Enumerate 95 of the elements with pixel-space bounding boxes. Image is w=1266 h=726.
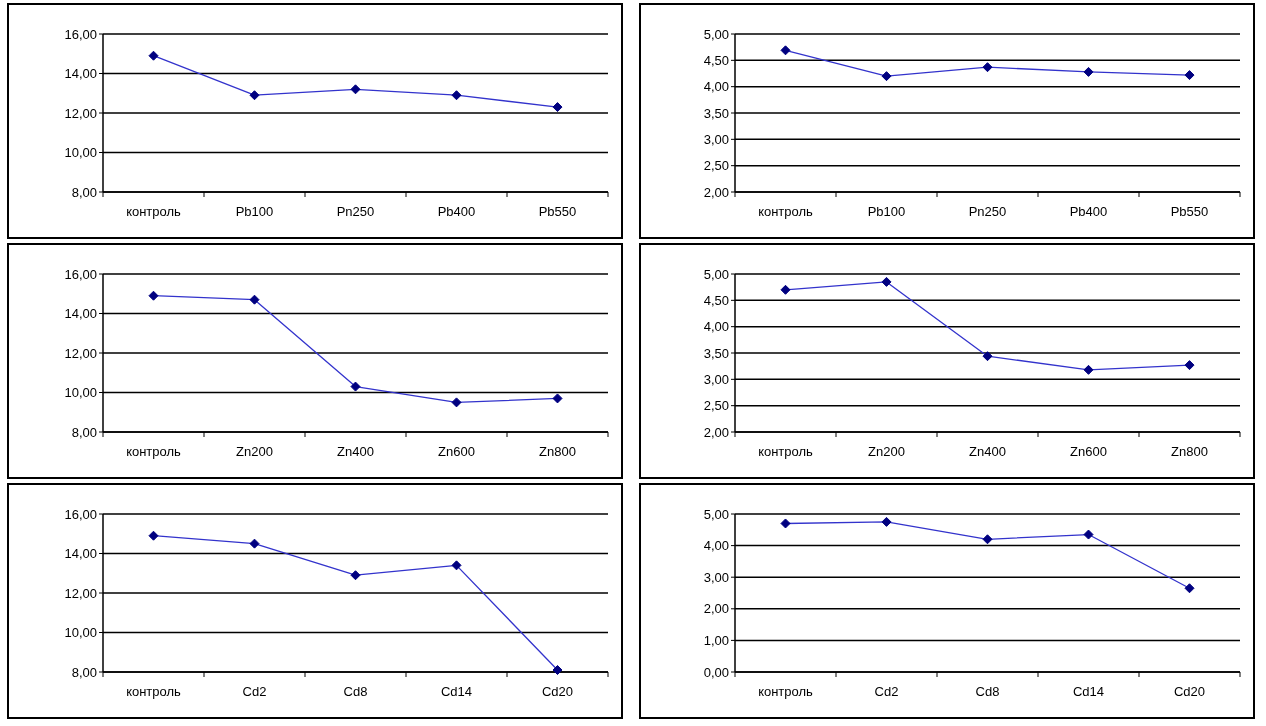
y-tick-label: 8,00: [71, 424, 97, 440]
point: [881, 516, 892, 527]
point: [1083, 364, 1094, 375]
x-tick-label: Pn250: [336, 204, 375, 219]
y-tick-label: 10,00: [64, 625, 97, 641]
point: [881, 276, 892, 287]
point: [552, 393, 563, 404]
y-tick-label: 4,00: [703, 79, 729, 95]
x-tick-label: Pb400: [1069, 204, 1108, 219]
x-tick-label: контроль: [126, 204, 182, 219]
x-tick-label: Pb550: [538, 204, 577, 219]
x-tick-label: Zn400: [337, 444, 374, 459]
point: [552, 102, 563, 113]
y-tick-label: 12,00: [64, 585, 97, 601]
x-tick-label: Pb100: [235, 204, 274, 219]
x-tick-label: Cd2: [874, 684, 899, 699]
x-tick-label: Cd14: [1072, 684, 1105, 699]
x-tick-label: контроль: [758, 204, 814, 219]
y-tick-label: 12,00: [64, 105, 97, 121]
y-tick-label: 3,00: [703, 569, 729, 585]
y-tick-label: 16,00: [64, 506, 97, 522]
y-tick-label: 2,00: [703, 184, 729, 200]
x-tick-label: Cd20: [1173, 684, 1206, 699]
point: [780, 284, 791, 295]
point: [1184, 70, 1195, 81]
point: [249, 538, 260, 549]
y-tick-label: 0,00: [703, 664, 729, 680]
x-tick-label: Cd20: [541, 684, 574, 699]
y-tick-label: 2,50: [703, 158, 729, 174]
x-tick-label: Pb100: [867, 204, 906, 219]
y-tick-label: 14,00: [64, 546, 97, 562]
y-tick-label: 3,00: [703, 131, 729, 147]
x-tick-label: Zn600: [1070, 444, 1107, 459]
point: [881, 71, 892, 82]
y-tick-label: 10,00: [64, 145, 97, 161]
y-tick-label: 8,00: [71, 664, 97, 680]
y-tick-label: 4,00: [703, 319, 729, 335]
x-tick-label: контроль: [758, 684, 814, 699]
x-tick-label: контроль: [126, 684, 182, 699]
point: [780, 518, 791, 529]
y-tick-label: 3,00: [703, 371, 729, 387]
point: [451, 397, 462, 408]
y-tick-label: 12,00: [64, 345, 97, 361]
y-tick-label: 16,00: [64, 26, 97, 42]
x-tick-label: Cd8: [975, 684, 1000, 699]
x-tick-label: Zn800: [539, 444, 576, 459]
point: [1184, 360, 1195, 371]
point: [451, 560, 462, 571]
y-tick-label: 4,50: [703, 52, 729, 68]
y-tick-label: 1,00: [703, 632, 729, 648]
y-tick-label: 5,00: [703, 506, 729, 522]
x-tick-label: Zn600: [438, 444, 475, 459]
y-tick-label: 14,00: [64, 66, 97, 82]
y-tick-label: 4,50: [703, 292, 729, 308]
point: [982, 534, 993, 545]
point: [780, 45, 791, 56]
x-tick-label: Cd14: [440, 684, 473, 699]
point: [249, 90, 260, 101]
x-tick-label: Cd2: [242, 684, 267, 699]
y-tick-label: 14,00: [64, 306, 97, 322]
point: [350, 570, 361, 581]
point: [350, 84, 361, 95]
point: [982, 351, 993, 362]
y-tick-label: 10,00: [64, 385, 97, 401]
y-tick-label: 2,00: [703, 424, 729, 440]
y-tick-label: 3,50: [703, 345, 729, 361]
x-tick-label: Pb400: [437, 204, 476, 219]
x-tick-label: Pn250: [968, 204, 1007, 219]
y-tick-label: 2,50: [703, 398, 729, 414]
x-tick-label: Pb550: [1170, 204, 1209, 219]
y-tick-label: 4,00: [703, 538, 729, 554]
y-tick-label: 3,50: [703, 105, 729, 121]
y-tick-label: 16,00: [64, 266, 97, 282]
point: [552, 665, 563, 676]
point: [148, 530, 159, 541]
y-tick-label: 2,00: [703, 601, 729, 617]
point: [1184, 583, 1195, 594]
point: [148, 290, 159, 301]
point: [249, 294, 260, 305]
point: [1083, 66, 1094, 77]
y-tick-label: 5,00: [703, 26, 729, 42]
point: [982, 62, 993, 73]
point: [148, 50, 159, 61]
x-tick-label: Cd8: [343, 684, 368, 699]
x-tick-label: Zn200: [236, 444, 273, 459]
y-tick-label: 5,00: [703, 266, 729, 282]
point: [451, 90, 462, 101]
x-tick-label: Zn400: [969, 444, 1006, 459]
y-tick-label: 8,00: [71, 184, 97, 200]
x-tick-label: Zn800: [1171, 444, 1208, 459]
x-tick-label: Zn200: [868, 444, 905, 459]
point: [350, 381, 361, 392]
x-tick-label: контроль: [758, 444, 814, 459]
point: [1083, 529, 1094, 540]
x-tick-label: контроль: [126, 444, 182, 459]
